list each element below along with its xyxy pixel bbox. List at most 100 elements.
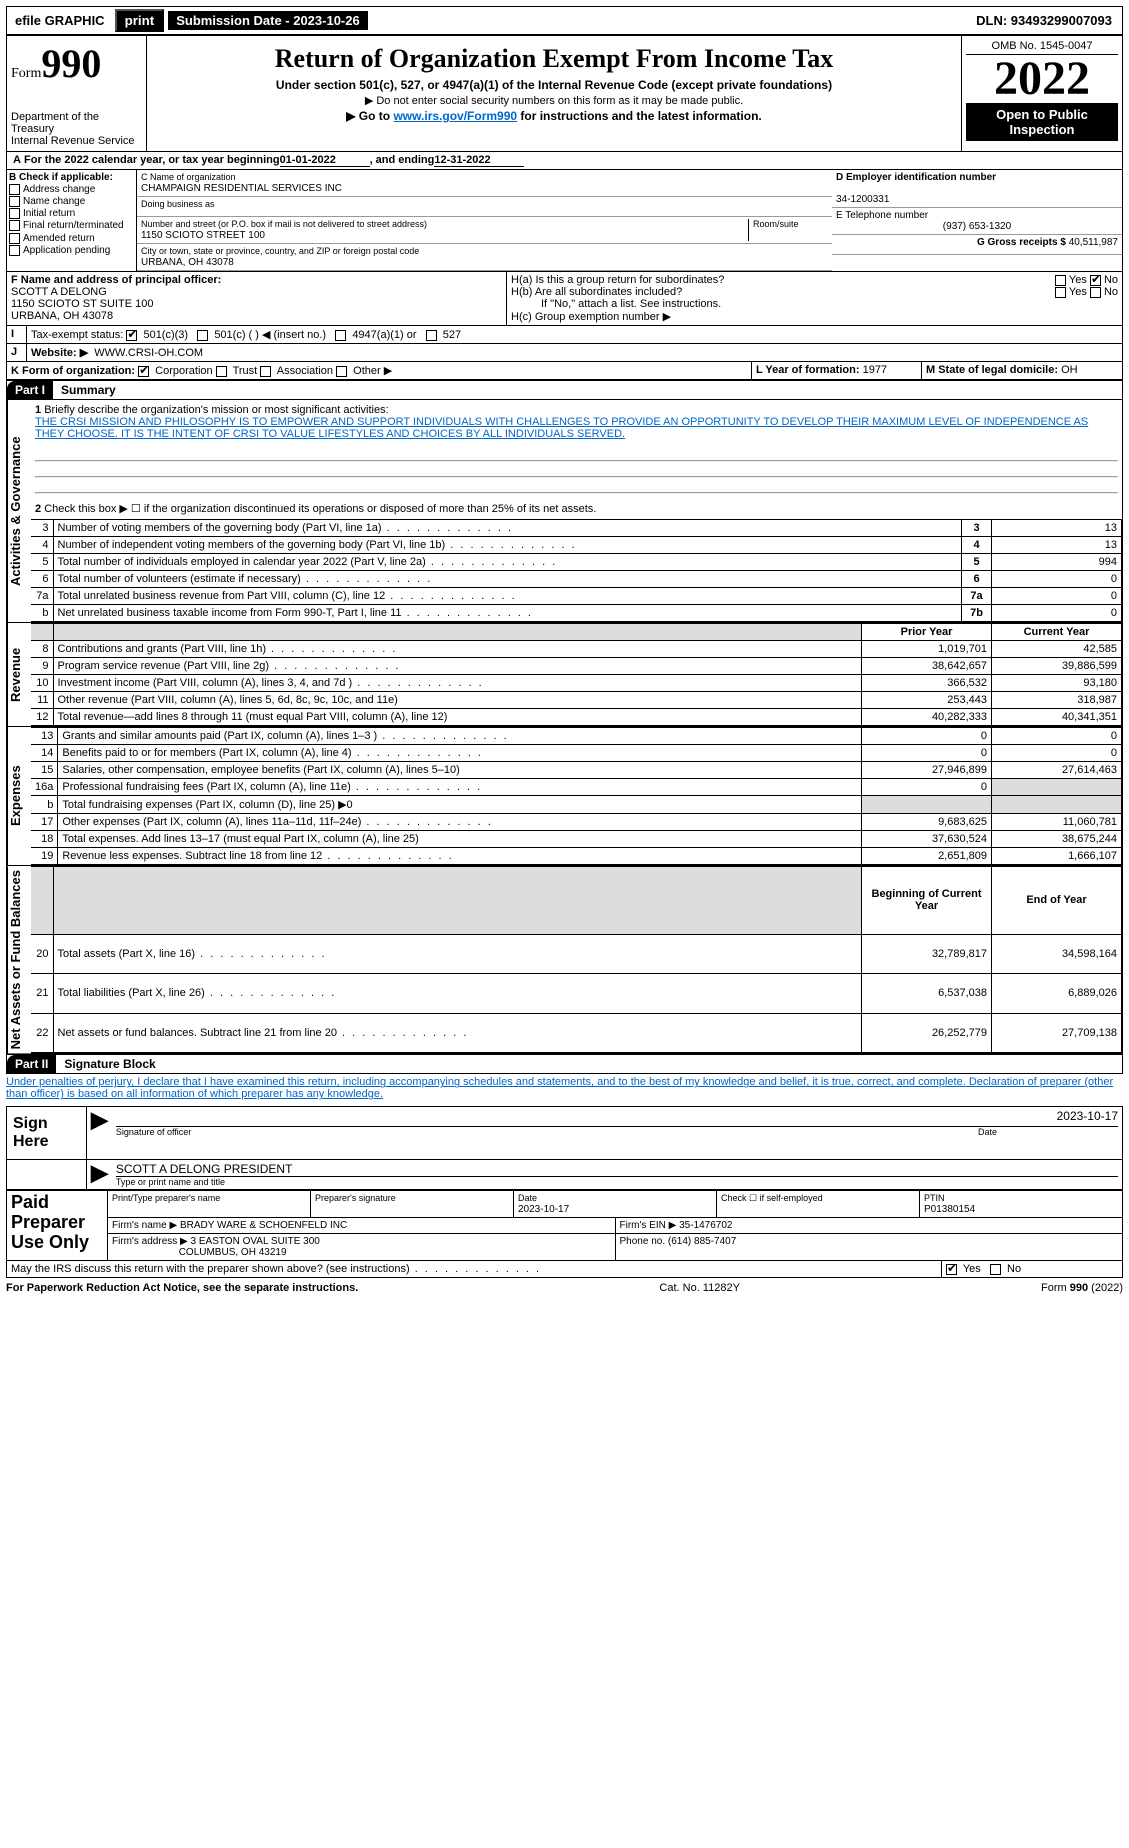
gross-receipts: 40,511,987 (1069, 237, 1118, 248)
chk-amended[interactable] (9, 233, 20, 244)
open-public-badge: Open to Public Inspection (966, 103, 1118, 141)
val-4: 13 (992, 537, 1122, 554)
org-name: CHAMPAIGN RESIDENTIAL SERVICES INC (141, 183, 342, 194)
year-begin: 01-01-2022 (280, 154, 370, 167)
dln-label: DLN: 93493299007093 (968, 11, 1120, 30)
governance-table: 3Number of voting members of the governi… (31, 519, 1122, 622)
ssn-warning: ▶ Do not enter social security numbers o… (151, 94, 957, 107)
ptin: P01380154 (924, 1204, 975, 1215)
chk-corp[interactable] (138, 366, 149, 377)
summary-governance: Activities & Governance 1 Briefly descri… (6, 400, 1123, 623)
line-a: A For the 2022 calendar year, or tax yea… (6, 152, 1123, 170)
line-j: J Website: ▶ WWW.CRSI-OH.COM (6, 344, 1123, 362)
chk-final[interactable] (9, 220, 20, 231)
submission-date: Submission Date - 2023-10-26 (168, 11, 368, 30)
summary-netassets: Net Assets or Fund Balances Beginning of… (6, 866, 1123, 1054)
page-footer: For Paperwork Reduction Act Notice, see … (6, 1278, 1123, 1298)
chk-name-change[interactable] (9, 196, 20, 207)
chk-501c[interactable] (197, 330, 208, 341)
val-5: 994 (992, 554, 1122, 571)
form-header: Form990 Department of the Treasury Inter… (6, 35, 1123, 152)
goto-line: ▶ Go to www.irs.gov/Form990 for instruct… (151, 109, 957, 123)
line-klm: K Form of organization: Corporation Trus… (6, 362, 1123, 380)
chk-527[interactable] (426, 330, 437, 341)
section-f: F Name and address of principal officer:… (7, 272, 507, 325)
chk-hb-no[interactable] (1090, 287, 1101, 298)
arrow-icon: ▶ (87, 1107, 112, 1159)
city: URBANA, OH 43078 (141, 257, 234, 268)
side-governance: Activities & Governance (7, 400, 31, 622)
chk-hb-yes[interactable] (1055, 287, 1066, 298)
officer-name: SCOTT A DELONG (11, 286, 107, 298)
sign-block: Sign Here ▶ 2023-10-17 Signature of offi… (6, 1106, 1123, 1190)
header-left: Form990 Department of the Treasury Inter… (7, 36, 147, 151)
officer-printed: SCOTT A DELONG PRESIDENT (116, 1162, 1118, 1177)
section-c: C Name of organizationCHAMPAIGN RESIDENT… (137, 170, 832, 271)
chk-addr-change[interactable] (9, 184, 20, 195)
val-6: 0 (992, 571, 1122, 588)
revenue-table: Prior YearCurrent Year 8Contributions an… (31, 623, 1122, 726)
summary-revenue: Revenue Prior YearCurrent Year 8Contribu… (6, 623, 1123, 727)
chk-discuss-yes[interactable] (946, 1264, 957, 1275)
chk-app-pending[interactable] (9, 245, 20, 256)
discuss-row: May the IRS discuss this return with the… (6, 1261, 1123, 1278)
year-formed: 1977 (863, 364, 887, 376)
entity-block: B Check if applicable: Address change Na… (6, 170, 1123, 272)
val-3: 13 (992, 520, 1122, 537)
chk-ha-no[interactable] (1090, 275, 1101, 286)
firm-name: BRADY WARE & SCHOENFELD INC (180, 1220, 347, 1231)
chk-assoc[interactable] (260, 366, 271, 377)
side-revenue: Revenue (7, 623, 31, 726)
chk-initial[interactable] (9, 208, 20, 219)
side-netassets: Net Assets or Fund Balances (7, 866, 31, 1053)
dept-label: Department of the Treasury (11, 111, 142, 135)
firm-ein: 35-1476702 (679, 1220, 732, 1231)
print-button[interactable]: print (115, 9, 165, 32)
chk-discuss-no[interactable] (990, 1264, 1001, 1275)
prep-date: 2023-10-17 (518, 1204, 569, 1215)
website: WWW.CRSI-OH.COM (94, 347, 203, 359)
val-7a: 0 (992, 588, 1122, 605)
sign-date: 2023-10-17 (1057, 1109, 1118, 1126)
firm-addr1: 3 EASTON OVAL SUITE 300 (191, 1236, 320, 1247)
form-title: Return of Organization Exempt From Incom… (151, 44, 957, 74)
top-bar: efile GRAPHIC print Submission Date - 20… (6, 6, 1123, 35)
fh-block: F Name and address of principal officer:… (6, 272, 1123, 326)
netassets-table: Beginning of Current YearEnd of Year 20T… (31, 866, 1122, 1053)
irs-label: Internal Revenue Service (11, 135, 142, 147)
section-h: H(a) Is this a group return for subordin… (507, 272, 1122, 325)
mission-link[interactable]: THE CRSI MISSION AND PHILOSOPHY IS TO EM… (35, 416, 1088, 440)
side-expenses: Expenses (7, 727, 31, 865)
instructions-link[interactable]: www.irs.gov/Form990 (393, 109, 517, 123)
form-number: 990 (41, 41, 101, 86)
chk-trust[interactable] (216, 366, 227, 377)
year-end: 12-31-2022 (434, 154, 524, 167)
part-ii-header: Part II Signature Block (6, 1054, 1123, 1074)
section-deg: D Employer identification number34-12003… (832, 170, 1122, 271)
street: 1150 SCIOTO STREET 100 (141, 230, 265, 241)
efile-label: efile GRAPHIC (9, 13, 111, 28)
form-prefix: Form (11, 66, 41, 81)
phone: (937) 653-1320 (836, 221, 1118, 232)
summary-expenses: Expenses 13Grants and similar amounts pa… (6, 727, 1123, 866)
header-right: OMB No. 1545-0047 2022 Open to Public In… (962, 36, 1122, 151)
penalty-text: Under penalties of perjury, I declare th… (6, 1074, 1123, 1102)
sign-here-label: Sign Here (7, 1107, 87, 1159)
firm-addr2: COLUMBUS, OH 43219 (179, 1247, 287, 1258)
chk-501c3[interactable] (126, 330, 137, 341)
line-i: I Tax-exempt status: 501(c)(3) 501(c) ( … (6, 326, 1123, 344)
paid-preparer-block: Paid Preparer Use Only Print/Type prepar… (6, 1190, 1123, 1261)
ein: 34-1200331 (836, 194, 889, 205)
paid-label: Paid Preparer Use Only (7, 1191, 107, 1260)
section-b: B Check if applicable: Address change Na… (7, 170, 137, 271)
expenses-table: 13Grants and similar amounts paid (Part … (31, 727, 1122, 865)
form-subtitle: Under section 501(c), 527, or 4947(a)(1)… (151, 78, 957, 92)
header-mid: Return of Organization Exempt From Incom… (147, 36, 962, 151)
arrow-icon: ▶ (87, 1160, 112, 1189)
val-7b: 0 (992, 605, 1122, 622)
chk-4947[interactable] (335, 330, 346, 341)
state-domicile: OH (1061, 364, 1078, 376)
chk-ha-yes[interactable] (1055, 275, 1066, 286)
firm-phone: (614) 885-7407 (668, 1236, 736, 1247)
chk-other[interactable] (336, 366, 347, 377)
